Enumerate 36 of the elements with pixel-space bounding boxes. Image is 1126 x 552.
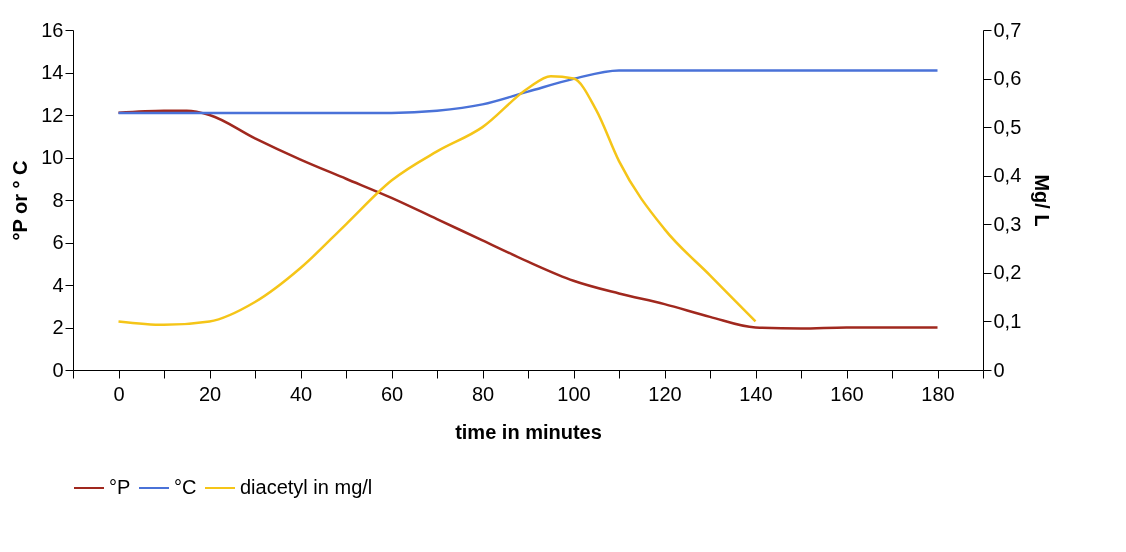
y-tick-label: 0 xyxy=(52,358,64,381)
x-tick-label: 100 xyxy=(557,382,591,405)
line-series xyxy=(117,69,939,115)
x-tick-label: 80 xyxy=(471,382,495,405)
x-tick-label: 60 xyxy=(380,382,404,405)
x-tick-label: 140 xyxy=(739,382,773,405)
x-tick-label: 20 xyxy=(198,382,222,405)
y2-tick-label: 0,6 xyxy=(993,67,1022,90)
legend-label: °P xyxy=(109,476,131,498)
y2-tick-label: 0 xyxy=(993,358,1005,381)
y2-tick-label: 0,2 xyxy=(993,261,1022,284)
y-tick-label: 14 xyxy=(41,61,64,83)
line-series xyxy=(117,74,757,327)
line-series xyxy=(117,109,939,330)
y2-tick-label: 0,4 xyxy=(993,164,1022,187)
x-tick-label: 40 xyxy=(289,382,313,405)
y2-tick-label: 0,3 xyxy=(993,212,1022,235)
y2-tick-label: 0,7 xyxy=(993,18,1022,41)
y2-tick-label: 0,1 xyxy=(993,309,1022,332)
x-tick-label: 120 xyxy=(648,382,682,405)
x-tick-label: 160 xyxy=(830,382,864,405)
y-tick-label: 12 xyxy=(41,103,64,126)
y2-axis-title: Mg/ L xyxy=(1031,174,1054,227)
y-tick-label: 10 xyxy=(41,146,64,168)
x-tick-label: 0 xyxy=(113,382,125,405)
legend-label: °C xyxy=(174,476,197,498)
y-axis-title: °P or ° C xyxy=(9,160,32,241)
x-tick-label: 180 xyxy=(921,382,955,405)
x-axis-title: time in minutes xyxy=(455,420,602,443)
y-tick-label: 8 xyxy=(52,188,64,211)
legend-label: diacetyl in mg/l xyxy=(240,476,373,498)
y2-tick-label: 0,5 xyxy=(993,115,1022,138)
y-tick-label: 2 xyxy=(52,316,64,338)
y-tick-label: 16 xyxy=(41,18,64,41)
y-tick-label: 6 xyxy=(52,231,64,253)
y-tick-label: 4 xyxy=(52,273,64,296)
